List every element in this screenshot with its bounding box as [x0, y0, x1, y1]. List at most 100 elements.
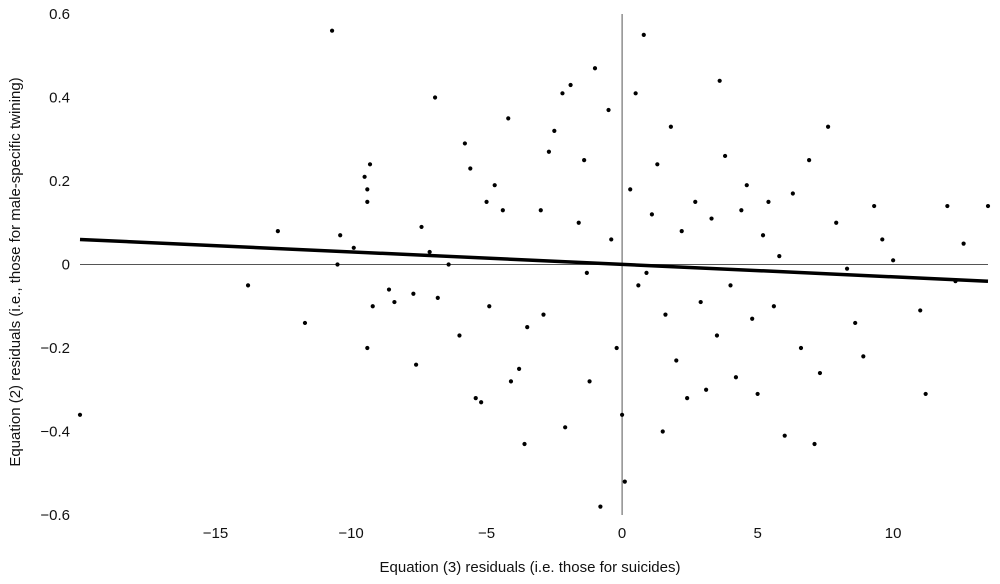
y-tick-label: 0.4 — [49, 90, 70, 107]
data-point — [506, 116, 511, 121]
x-axis-title: Equation (3) residuals (i.e. those for s… — [380, 559, 681, 576]
data-point — [641, 32, 646, 37]
data-point — [861, 354, 866, 359]
data-point — [473, 396, 478, 401]
data-point — [790, 191, 795, 196]
data-point — [386, 287, 392, 292]
data-point — [568, 82, 573, 88]
data-point — [834, 220, 839, 225]
data-point — [302, 320, 308, 326]
data-point — [419, 224, 424, 230]
trend-line — [79, 237, 989, 283]
data-point — [817, 370, 823, 376]
data-point — [668, 124, 673, 129]
data-point — [655, 162, 660, 167]
data-point — [704, 387, 709, 392]
y-tick-label: −0.4 — [40, 424, 70, 441]
data-point — [522, 441, 527, 447]
data-point — [853, 320, 858, 326]
y-tick-label: 0.2 — [49, 173, 70, 190]
data-point — [614, 345, 619, 351]
data-point — [435, 295, 440, 300]
data-point — [413, 362, 419, 367]
data-point — [663, 312, 668, 317]
data-point — [329, 28, 335, 33]
data-point — [335, 262, 340, 267]
data-point — [636, 283, 641, 288]
y-tick-label: −0.2 — [40, 340, 70, 357]
data-point — [685, 396, 690, 401]
data-point — [709, 216, 714, 221]
data-point — [487, 304, 492, 309]
data-point — [508, 379, 514, 384]
x-tick-label: 10 — [885, 525, 902, 542]
data-point — [844, 266, 850, 271]
y-tick-label: 0 — [62, 257, 70, 274]
data-point — [484, 199, 489, 204]
data-point — [674, 358, 679, 363]
data-point — [584, 270, 589, 275]
data-point — [750, 316, 755, 321]
data-points — [77, 28, 991, 509]
data-point — [872, 203, 877, 209]
data-point — [728, 283, 733, 288]
data-point — [576, 220, 581, 225]
data-point — [798, 345, 804, 351]
x-tick-label: 5 — [753, 525, 761, 542]
data-point — [582, 158, 587, 163]
data-point — [733, 375, 739, 380]
data-point — [880, 237, 885, 242]
data-point — [457, 333, 462, 338]
data-point — [609, 237, 614, 242]
data-point — [628, 187, 633, 192]
data-point — [479, 400, 484, 405]
data-point — [606, 107, 611, 113]
data-point — [338, 233, 343, 238]
data-point — [633, 91, 638, 96]
data-point — [782, 433, 787, 438]
x-tick-label: −10 — [338, 525, 363, 542]
data-point — [714, 333, 720, 338]
data-point — [592, 66, 598, 71]
data-point — [560, 91, 565, 96]
data-point — [367, 162, 373, 167]
data-point — [961, 241, 966, 246]
data-point — [275, 229, 280, 234]
data-point — [598, 504, 603, 509]
data-point — [77, 412, 83, 417]
data-point — [777, 254, 782, 259]
data-point — [351, 245, 356, 250]
y-tick-label: 0.6 — [49, 6, 70, 23]
data-point — [370, 304, 375, 309]
data-point — [918, 308, 923, 313]
data-point — [760, 233, 766, 238]
data-point — [365, 345, 370, 351]
data-point — [891, 258, 896, 263]
data-point — [766, 199, 771, 204]
data-point — [365, 187, 370, 192]
data-point — [812, 441, 817, 447]
data-point — [563, 425, 568, 430]
data-point — [985, 203, 991, 209]
data-point — [771, 304, 776, 309]
trend-line-layer — [79, 237, 989, 283]
data-point — [245, 283, 251, 288]
data-point — [644, 270, 649, 275]
data-point — [693, 199, 698, 204]
data-point — [807, 158, 812, 163]
data-point — [468, 166, 473, 171]
data-point — [552, 128, 557, 133]
data-point — [432, 95, 438, 100]
data-point — [492, 183, 497, 188]
data-point — [923, 391, 928, 397]
data-point — [587, 379, 592, 384]
x-tick-label: 0 — [618, 525, 626, 542]
x-tick-label: −5 — [478, 525, 495, 542]
data-point — [739, 208, 744, 213]
data-point — [546, 149, 552, 154]
data-point — [649, 212, 655, 217]
data-point — [462, 141, 467, 146]
data-point — [679, 229, 684, 234]
data-point — [660, 429, 665, 434]
